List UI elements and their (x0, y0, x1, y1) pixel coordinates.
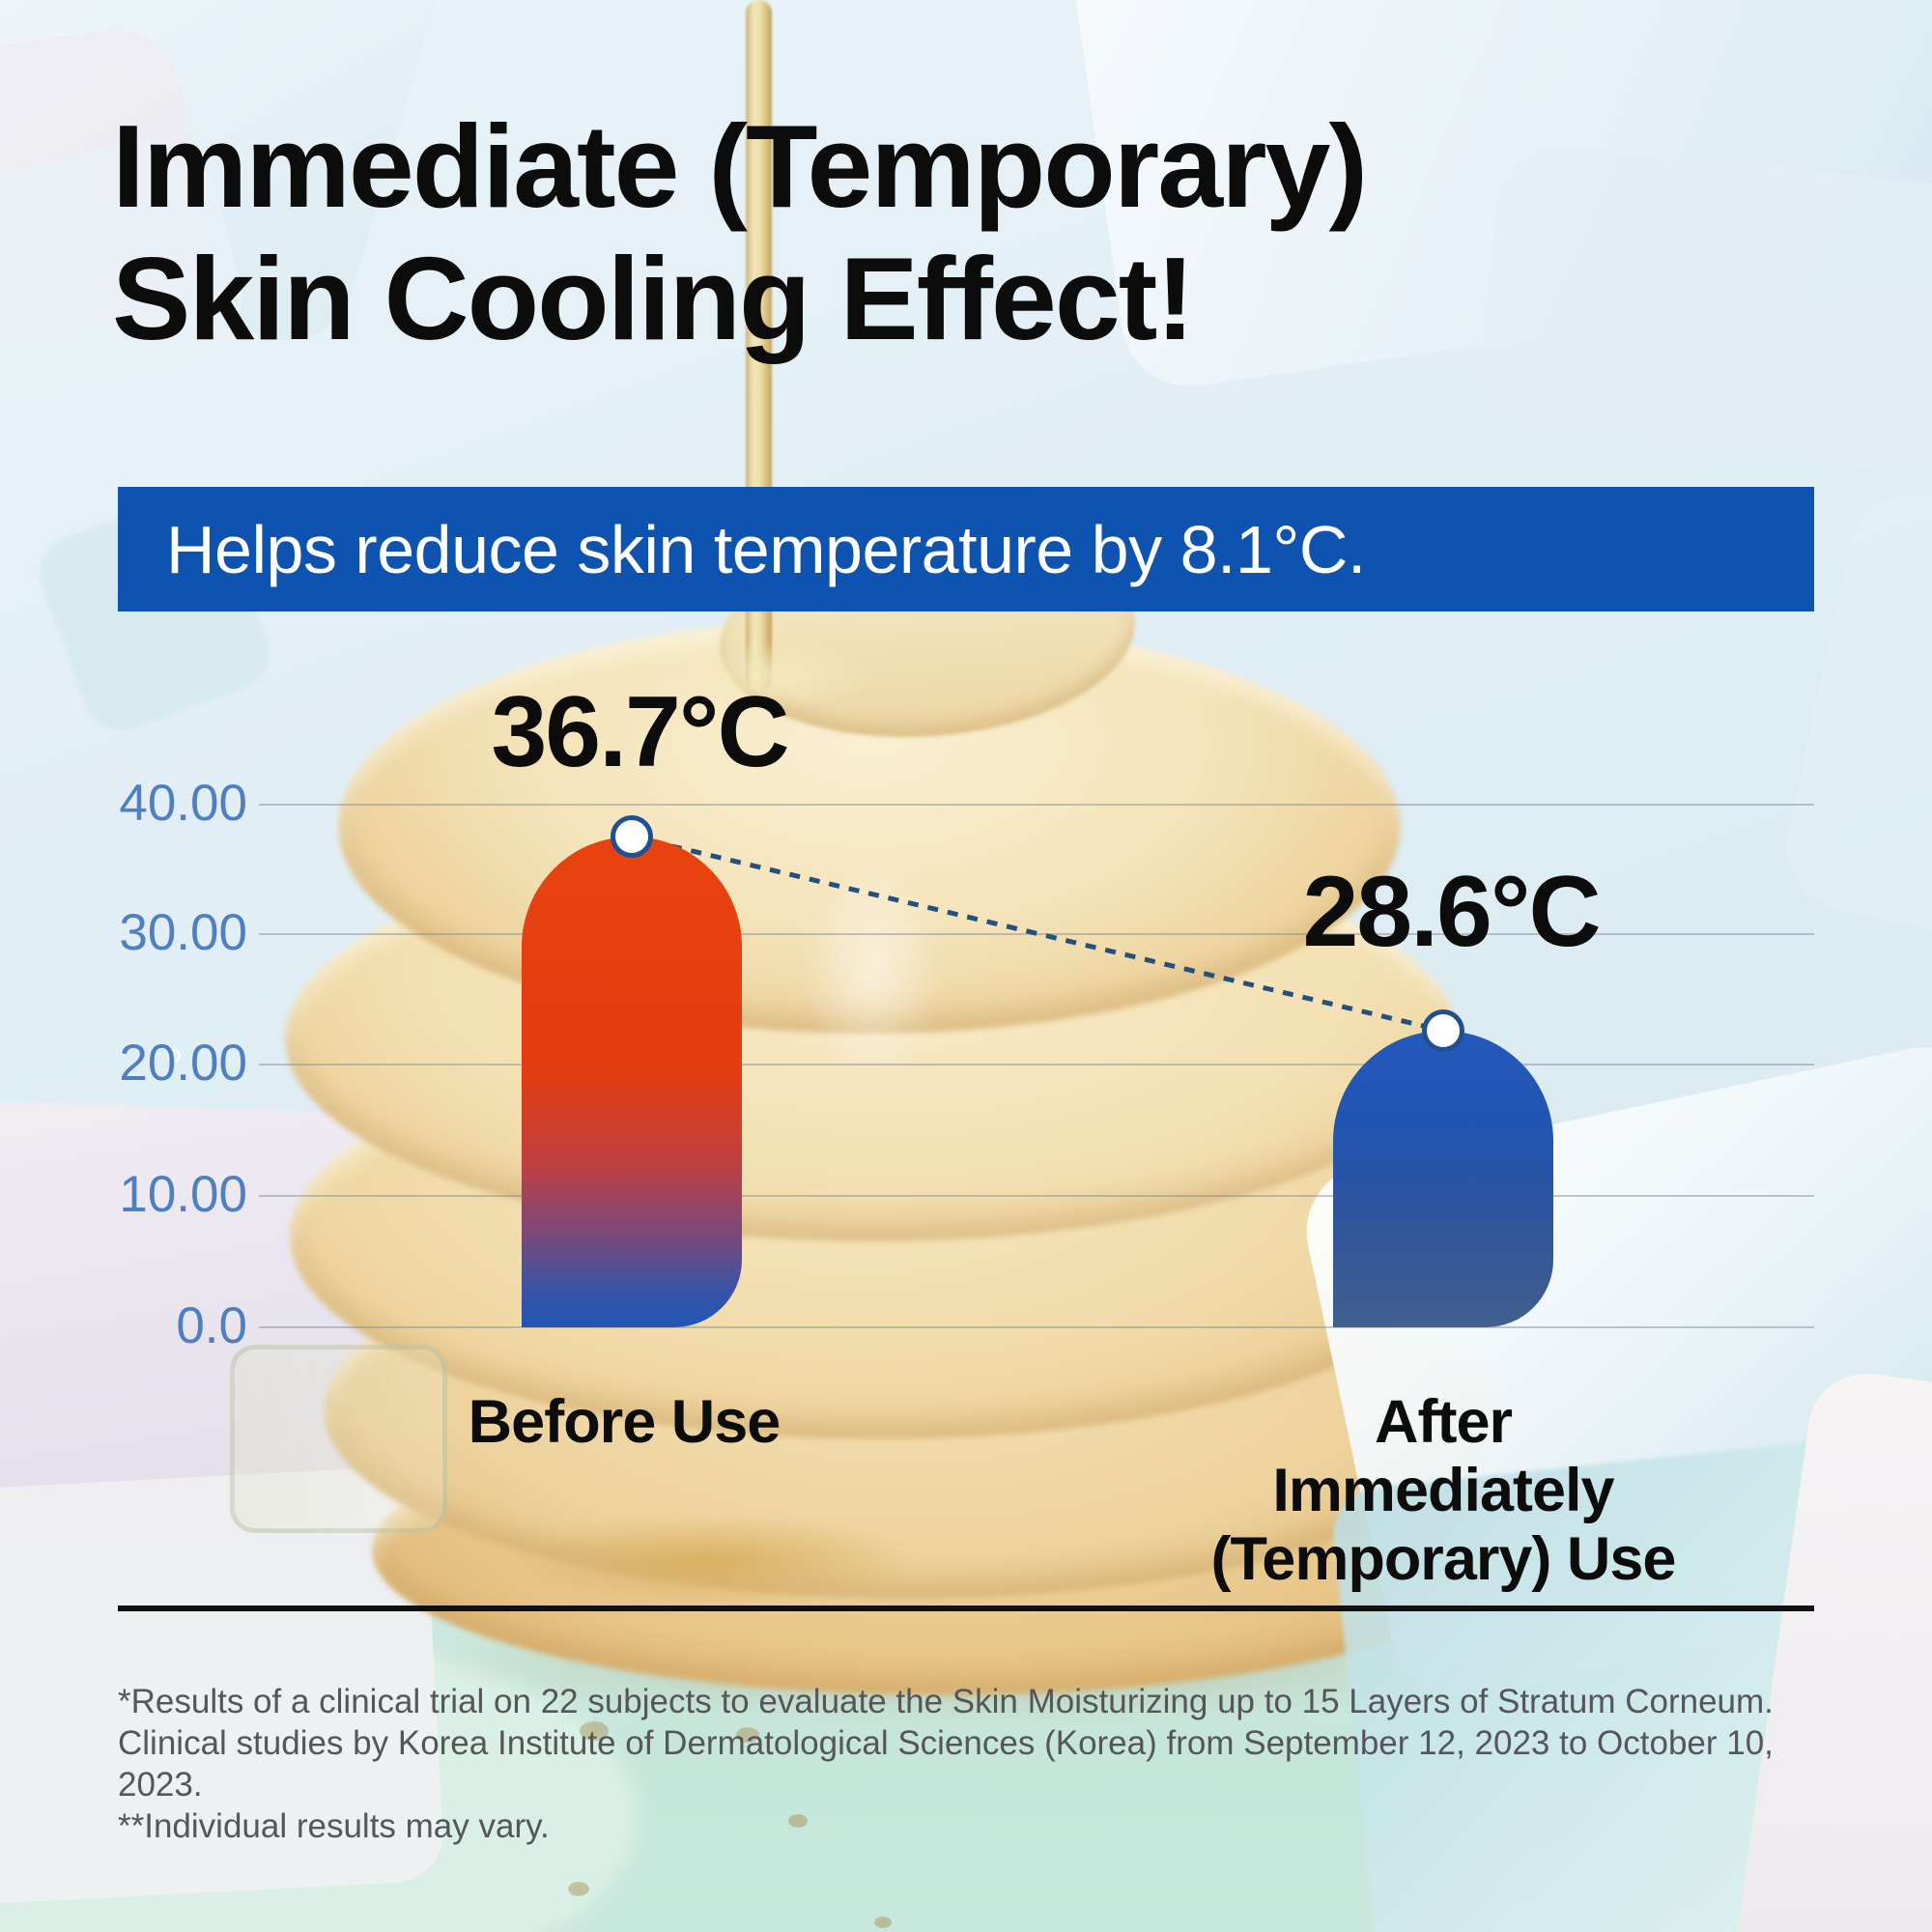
page-title: Immediate (Temporary) Skin Cooling Effec… (112, 100, 1658, 365)
oil-droplet (580, 1721, 609, 1741)
title-line-1: Immediate (Temporary) (112, 100, 1368, 232)
y-axis-tick-label-10: 10.00 (119, 1166, 247, 1223)
oil-droplet (568, 1882, 589, 1896)
category-label-after: After Immediately (Temporary) Use (1210, 1388, 1677, 1593)
footnote-line-1: *Results of a clinical trial on 22 subje… (118, 1683, 1774, 1720)
claim-banner-text: Helps reduce skin temperature by 8.1°C. (166, 511, 1366, 587)
y-axis-tick-label-30: 30.00 (119, 904, 247, 961)
bar-before-use (522, 837, 742, 1327)
oil-droplet (736, 1727, 759, 1743)
oil-droplet (788, 1814, 808, 1828)
oil-droplet (874, 1917, 892, 1928)
divider-line (118, 1605, 1814, 1611)
value-label-after: 28.6°C (1302, 856, 1601, 968)
footnote-line-3: 2023. (118, 1766, 203, 1804)
gridline-20 (259, 1064, 1814, 1065)
y-axis-tick-label-40: 40.00 (119, 775, 247, 832)
oil-splash (676, 640, 879, 710)
footnote-line-4: **Individual results may vary. (118, 1807, 550, 1845)
gridline-10 (259, 1195, 1814, 1197)
y-axis-tick-label-20: 20.00 (119, 1035, 247, 1092)
claim-banner: Helps reduce skin temperature by 8.1°C. (118, 487, 1814, 611)
glass-beaker (230, 1345, 447, 1533)
data-point-marker-before (611, 815, 653, 858)
y-axis-tick-label-0: 0.0 (176, 1297, 247, 1354)
footnote: *Results of a clinical trial on 22 subje… (118, 1681, 1857, 1847)
data-point-marker-after (1422, 1009, 1464, 1052)
category-label-before: Before Use (468, 1388, 781, 1456)
gridline-40 (259, 804, 1814, 806)
footnote-line-2: Clinical studies by Korea Institute of D… (118, 1724, 1774, 1762)
water-droplet (167, 1049, 181, 1063)
bar-after-use (1333, 1031, 1553, 1327)
gridline-0 (259, 1326, 1814, 1328)
title-line-2: Skin Cooling Effect! (112, 233, 1195, 364)
value-label-before: 36.7°C (491, 676, 789, 788)
oil-pool (502, 1515, 918, 1606)
